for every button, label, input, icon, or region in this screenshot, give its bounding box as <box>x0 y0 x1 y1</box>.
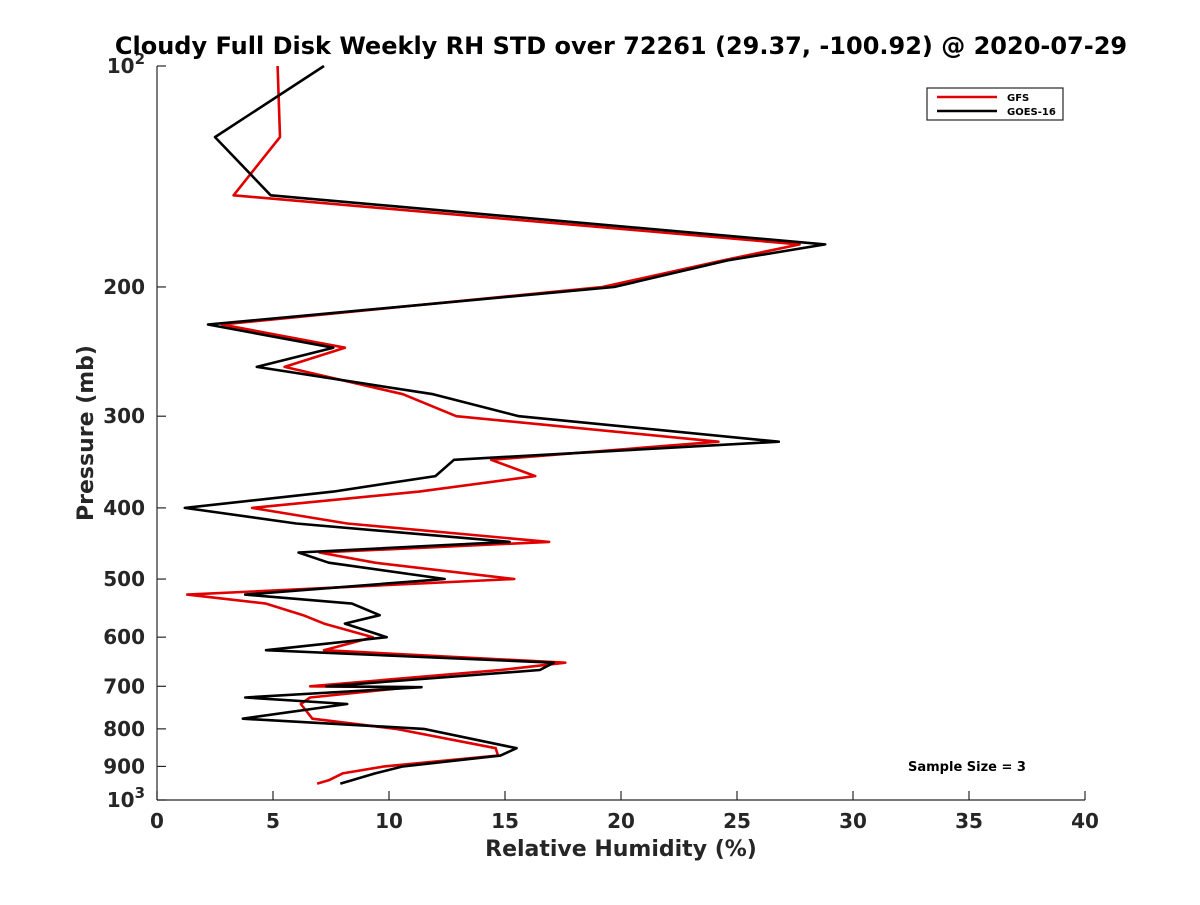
legend-label-gfs: GFS <box>1007 93 1029 104</box>
legend-box <box>926 87 1064 121</box>
y-tick-label-500: 500 <box>103 567 145 591</box>
y-tick-label-200: 200 <box>103 275 145 299</box>
x-tick-label-15: 15 <box>491 809 519 833</box>
series-line-gfs <box>185 65 801 785</box>
x-tick-label-25: 25 <box>723 809 751 833</box>
x-tick-label-5: 5 <box>266 809 280 833</box>
sample-size-annotation: Sample Size = 3 <box>908 760 1026 775</box>
series-line-goes-16 <box>183 64 827 785</box>
y-tick-label-300: 300 <box>103 404 145 428</box>
y-axis-label: Pressure (mb) <box>74 345 99 521</box>
y-tick-label-900: 900 <box>103 754 145 778</box>
chart-title: Cloudy Full Disk Weekly RH STD over 7226… <box>115 32 1127 60</box>
y-tick-label-400: 400 <box>103 496 145 520</box>
y-tick-label-800: 800 <box>103 717 145 741</box>
x-tick-label-35: 35 <box>955 809 983 833</box>
y-tick-label-1000: 103 <box>107 784 145 812</box>
x-tick-label-30: 30 <box>839 809 867 833</box>
x-tick-label-10: 10 <box>375 809 403 833</box>
y-tick-label-600: 600 <box>103 625 145 649</box>
y-tick-label-100: 102 <box>107 50 145 78</box>
x-axis-label: Relative Humidity (%) <box>485 837 757 862</box>
x-tick-label-40: 40 <box>1071 809 1099 833</box>
x-tick-label-0: 0 <box>150 809 164 833</box>
x-tick-label-20: 20 <box>607 809 635 833</box>
legend-label-goes-16: GOES-16 <box>1007 107 1056 118</box>
y-tick-label-700: 700 <box>103 674 145 698</box>
